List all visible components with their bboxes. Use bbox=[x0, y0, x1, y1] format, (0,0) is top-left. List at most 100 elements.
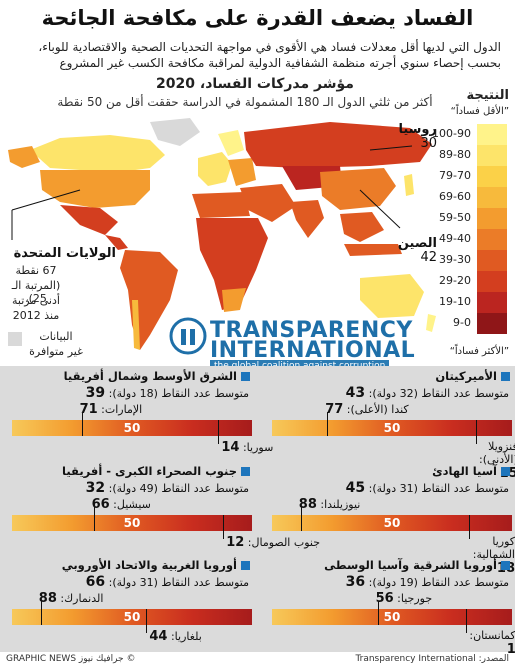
lowest-marker bbox=[218, 420, 220, 444]
legend-range-label: 100-90 bbox=[432, 127, 471, 140]
map-chile bbox=[132, 300, 140, 350]
highest-country: جورجيا: bbox=[393, 592, 433, 605]
region-average-label: متوسط عدد النقاط (18 دولة): bbox=[105, 387, 249, 400]
map-canada bbox=[30, 135, 165, 172]
region-average-label: متوسط عدد النقاط (19 دولة): bbox=[365, 576, 509, 589]
highest-country: نيوزيلندا: bbox=[316, 498, 361, 511]
region-average: متوسط عدد النقاط (18 دولة): 39 bbox=[8, 385, 249, 401]
index-title: مؤشر مدركات الفساد، 2020 bbox=[156, 76, 354, 92]
region-average-value: 39 bbox=[85, 385, 106, 401]
region-average-label: متوسط عدد النقاط (31 دولة): bbox=[105, 576, 249, 589]
lowest-country: تركمانستان: bbox=[469, 629, 515, 642]
region-average: متوسط عدد النقاط (49 دولة): 32 bbox=[8, 480, 249, 496]
legend-swatch bbox=[477, 229, 507, 250]
highest-marker bbox=[81, 412, 83, 436]
lowest-marker bbox=[468, 515, 470, 539]
lowest-country: كوريا الشمالية: bbox=[472, 535, 515, 561]
region-average-value: 32 bbox=[85, 480, 106, 496]
footer-source: المصدر: Transparency International bbox=[355, 654, 509, 664]
map-europe-west bbox=[198, 152, 232, 186]
usa-score: 67 نقطة bbox=[15, 264, 57, 277]
region-highest: الإمارات: 71 bbox=[80, 402, 143, 417]
legend-swatch bbox=[477, 292, 507, 313]
region-lowest: تركمانستان: 19 bbox=[469, 629, 515, 657]
region-average-label: متوسط عدد النقاط (32 دولة): bbox=[365, 387, 509, 400]
score-bar bbox=[272, 609, 512, 625]
china-callout-line bbox=[359, 189, 401, 229]
region-average-value: 45 bbox=[345, 480, 366, 496]
region-marker bbox=[501, 467, 510, 476]
region-average-value: 36 bbox=[345, 574, 366, 590]
lowest-marker bbox=[466, 609, 468, 633]
map-australia bbox=[360, 274, 424, 318]
china-label: الصين bbox=[397, 236, 437, 251]
map-mexico bbox=[60, 205, 118, 235]
lowest-score: 19 bbox=[506, 642, 515, 657]
legend-range-label: 29-20 bbox=[439, 274, 471, 287]
highest-score: 88 bbox=[38, 591, 57, 606]
map-new-zealand bbox=[426, 314, 436, 332]
lowest-score: 12 bbox=[226, 535, 245, 550]
score-bar bbox=[12, 515, 252, 531]
region-average-label: متوسط عدد النقاط (49 دولة): bbox=[105, 482, 249, 495]
region-title: الأميركيتان bbox=[435, 369, 497, 383]
highest-score: 88 bbox=[298, 497, 317, 512]
usa-note-1: (المرتبة الـ 25)، bbox=[11, 279, 61, 305]
map-scandinavia bbox=[218, 130, 244, 156]
legend-swatch bbox=[477, 313, 507, 334]
china-score: 42 bbox=[420, 250, 437, 265]
region-title: جنوب الصحراء الكبرى - أفريقيا bbox=[62, 464, 237, 478]
usa-note-3: منذ 2012 bbox=[12, 309, 60, 322]
region-marker bbox=[501, 561, 510, 570]
region-average: متوسط عدد النقاط (32 دولة): 43 bbox=[268, 385, 509, 401]
legend-range-label: 49-40 bbox=[439, 232, 471, 245]
legend-range-label: 69-60 bbox=[439, 190, 471, 203]
footer-credit: © جرافيك نيوز GRAPHIC NEWS bbox=[6, 654, 136, 664]
region-average: متوسط عدد النقاط (19 دولة): 36 bbox=[268, 574, 509, 590]
legend-range-label: 89-80 bbox=[439, 148, 471, 161]
region-average: متوسط عدد النقاط (31 دولة): 66 bbox=[8, 574, 249, 590]
no-data-label-2: غير متوافرة bbox=[29, 345, 83, 358]
score-bar bbox=[272, 420, 512, 436]
region-average: متوسط عدد النقاط (31 دولة): 45 bbox=[268, 480, 509, 496]
region-lowest: سوريا: 14 bbox=[221, 440, 273, 455]
russia-callout-line bbox=[369, 145, 413, 151]
no-data-swatch bbox=[8, 332, 22, 346]
subtitle-line-2: بحسب إحصاء سنوي أجرته منظمة الشفافية الد… bbox=[59, 56, 501, 70]
legend-bottom-note: ”الأكثر فساداً“ bbox=[449, 346, 509, 357]
index-subtitle: أكثر من ثلثي الدول الـ 180 المشمولة في ا… bbox=[57, 95, 433, 109]
score-bar bbox=[12, 609, 252, 625]
map-usa bbox=[40, 170, 150, 208]
lowest-country: فنزويلا (الأدنى): bbox=[479, 440, 515, 466]
usa-note-2: أدنى مرتبة bbox=[12, 294, 60, 307]
legend-swatch bbox=[477, 187, 507, 208]
highest-country: كندا (الأعلى): bbox=[343, 403, 409, 416]
bar-midpoint-label: 50 bbox=[383, 421, 401, 435]
highest-country: الدنمارك: bbox=[56, 592, 104, 605]
region-average-value: 43 bbox=[345, 385, 366, 401]
legend-swatch bbox=[477, 250, 507, 271]
region-title: أوروبا الغربية والاتحاد الأوروبي bbox=[61, 558, 237, 572]
legend-top-note: ”الأقل فساداً“ bbox=[450, 106, 509, 117]
map-alaska bbox=[8, 146, 40, 168]
region-title: آسيا الهادئ bbox=[432, 464, 497, 478]
no-data-label-1: البيانات bbox=[39, 330, 73, 343]
highest-marker bbox=[377, 601, 379, 625]
region-marker bbox=[241, 467, 250, 476]
lowest-score: 14 bbox=[221, 440, 240, 455]
region-lowest: كوريا الشمالية: 18 bbox=[472, 535, 515, 576]
map-southern-africa bbox=[222, 288, 246, 312]
logo-name-2: INTERNATIONAL bbox=[210, 338, 416, 363]
legend-range-label: 59-50 bbox=[439, 211, 471, 224]
map-europe-east bbox=[228, 158, 256, 186]
legend-range-label: 19-10 bbox=[439, 295, 471, 308]
region-highest: الدنمارك: 88 bbox=[39, 591, 104, 606]
bar-midpoint-label: 50 bbox=[123, 516, 141, 530]
bar-midpoint-label: 50 bbox=[123, 610, 141, 624]
bar-midpoint-label: 50 bbox=[123, 421, 141, 435]
lowest-country: بلغاريا: bbox=[167, 630, 202, 643]
legend-range-label: 79-70 bbox=[439, 169, 471, 182]
highest-country: الإمارات: bbox=[97, 403, 143, 416]
russia-label: روسيا bbox=[398, 122, 437, 137]
lowest-marker bbox=[476, 420, 477, 444]
